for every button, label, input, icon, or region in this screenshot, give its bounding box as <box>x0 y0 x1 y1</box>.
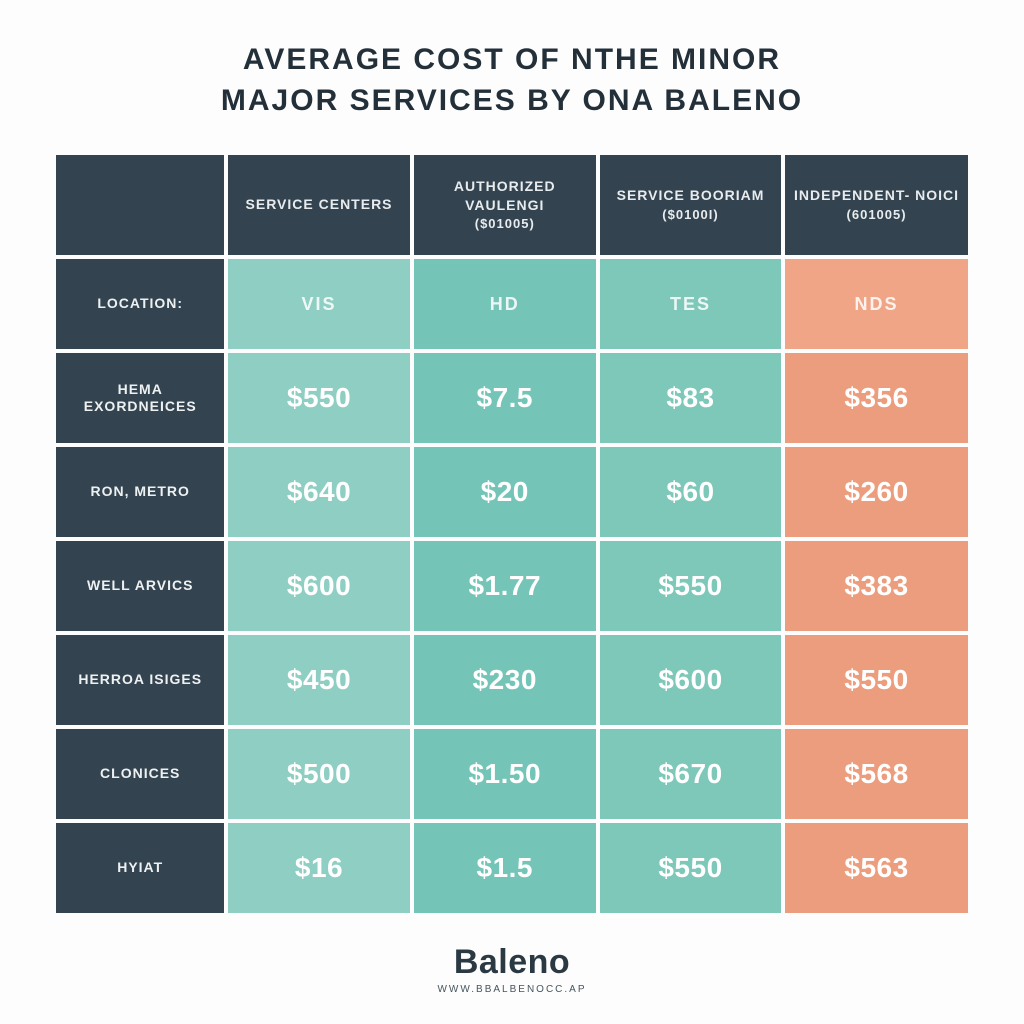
table-cell: $260 <box>785 447 968 537</box>
col-header-label: INDEPENDENT- NOICI <box>794 187 959 203</box>
table-row: CLONICES $500 $1.50 $670 $568 <box>56 729 968 819</box>
col-header-label: AUTHORIZED VAULENGI <box>454 178 556 212</box>
table-row: WELL ARVICS $600 $1.77 $550 $383 <box>56 541 968 631</box>
table-cell: $20 <box>414 447 596 537</box>
row-label: RON, METRO <box>56 447 224 537</box>
col-header-label: SERVICE CENTERS <box>246 196 393 212</box>
table-cell: VIS <box>228 259 409 349</box>
table-cell: $60 <box>600 447 781 537</box>
table-cell: HD <box>414 259 596 349</box>
row-label: CLONICES <box>56 729 224 819</box>
table-row: HYIAT $16 $1.5 $550 $563 <box>56 823 968 913</box>
table-cell: $670 <box>600 729 781 819</box>
col-header-service-booriam: SERVICE BOORIAM ($0100i) <box>600 155 781 255</box>
table-cell: NDS <box>785 259 968 349</box>
row-label: HYIAT <box>56 823 224 913</box>
table-cell: TES <box>600 259 781 349</box>
col-header-sub: (601005) <box>791 207 962 224</box>
table-cell: $1.77 <box>414 541 596 631</box>
cost-table: SERVICE CENTERS AUTHORIZED VAULENGI ($01… <box>52 151 972 917</box>
brand-url: WWW.BBALBENOCC.AP <box>437 984 586 995</box>
table-cell: $1.5 <box>414 823 596 913</box>
table-cell: $7.5 <box>414 353 596 443</box>
footer: Baleno WWW.BBALBENOCC.AP <box>437 943 586 995</box>
table-cell: $550 <box>228 353 409 443</box>
col-header-label: SERVICE BOORIAM <box>617 187 765 203</box>
row-label: HERROA ISIGES <box>56 635 224 725</box>
table-cell: $16 <box>228 823 409 913</box>
table-cell: $230 <box>414 635 596 725</box>
page-title: Average Cost of nthe Minor Major Service… <box>221 40 803 121</box>
table-cell: $83 <box>600 353 781 443</box>
table-row: LOCATION: VIS HD TES NDS <box>56 259 968 349</box>
table-cell: $568 <box>785 729 968 819</box>
table-cell: $500 <box>228 729 409 819</box>
col-header-authorized: AUTHORIZED VAULENGI ($01005) <box>414 155 596 255</box>
table-cell: $550 <box>600 823 781 913</box>
col-header-blank <box>56 155 224 255</box>
table-cell: $600 <box>228 541 409 631</box>
table-cell: $563 <box>785 823 968 913</box>
col-header-service-centers: SERVICE CENTERS <box>228 155 409 255</box>
table-cell: $383 <box>785 541 968 631</box>
table-row: RON, METRO $640 $20 $60 $260 <box>56 447 968 537</box>
table-cell: $550 <box>600 541 781 631</box>
table-row: HERROA ISIGES $450 $230 $600 $550 <box>56 635 968 725</box>
table-cell: $640 <box>228 447 409 537</box>
row-label: HEMA EXORDNEICES <box>56 353 224 443</box>
table-cell: $1.50 <box>414 729 596 819</box>
table-header-row: SERVICE CENTERS AUTHORIZED VAULENGI ($01… <box>56 155 968 255</box>
table-cell: $550 <box>785 635 968 725</box>
row-label: WELL ARVICS <box>56 541 224 631</box>
row-label: LOCATION: <box>56 259 224 349</box>
col-header-sub: ($01005) <box>420 216 590 233</box>
table-cell: $450 <box>228 635 409 725</box>
table-row: HEMA EXORDNEICES $550 $7.5 $83 $356 <box>56 353 968 443</box>
title-line-1: Average Cost of nthe Minor <box>243 43 781 76</box>
title-line-2: Major Services by Ona Baleno <box>221 84 803 117</box>
table-cell: $356 <box>785 353 968 443</box>
col-header-independent: INDEPENDENT- NOICI (601005) <box>785 155 968 255</box>
brand-logo-text: Baleno <box>437 943 586 982</box>
col-header-sub: ($0100i) <box>606 207 775 224</box>
table-cell: $600 <box>600 635 781 725</box>
